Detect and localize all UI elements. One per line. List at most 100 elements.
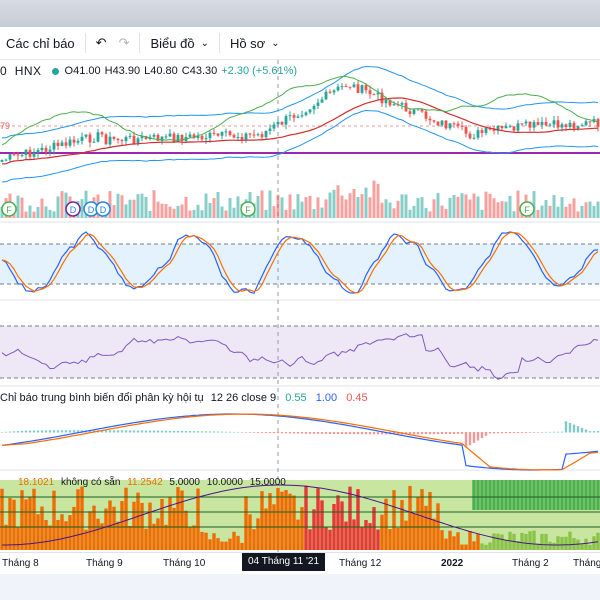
dmi-bar (168, 496, 172, 550)
dmi-bar (516, 541, 520, 550)
candle-body (388, 99, 392, 106)
macd-histogram-bar (348, 432, 352, 435)
macd-histogram-bar (532, 432, 536, 433)
volume-bar (568, 203, 572, 218)
volume-bar (276, 194, 280, 218)
toolbar-divider (218, 33, 220, 53)
macd-histogram-bar (196, 431, 200, 433)
candle-body (24, 149, 28, 156)
dmi-bar (560, 536, 564, 550)
dmi-bar (136, 492, 140, 550)
dmi-bar (532, 530, 536, 550)
volume-bar (468, 199, 472, 218)
volume-bar (188, 210, 192, 218)
macd-histogram-bar (156, 430, 160, 433)
macd-histogram-bar (108, 430, 112, 433)
dmi-background (0, 480, 600, 550)
candle-body (108, 136, 112, 145)
volume-bar (280, 197, 284, 218)
event-badge (1, 201, 17, 217)
candle-body (452, 123, 456, 125)
macd-histogram-bar (144, 430, 148, 433)
candle-body (368, 90, 372, 95)
volume-bar (20, 197, 24, 218)
candle-body (32, 152, 36, 157)
chevron-down-icon: ⌄ (271, 37, 280, 49)
volume-bar (48, 209, 52, 218)
candle-body (436, 121, 440, 126)
macd-histogram-bar (496, 432, 500, 434)
volume-bar (456, 196, 460, 218)
volume-bar (592, 205, 596, 218)
dmi-bar (96, 518, 100, 550)
indicators-button[interactable]: Các chỉ báo (0, 27, 81, 59)
volume-bar (32, 211, 36, 218)
candle-body (292, 115, 296, 118)
volume-bar (388, 202, 392, 218)
candle-body (224, 131, 228, 133)
macd-histogram-bar (60, 430, 64, 433)
macd-histogram-bar (116, 430, 120, 433)
stoch-pane (1, 231, 599, 295)
candle-body (256, 134, 260, 136)
candle-body (76, 140, 80, 143)
macd-name[interactable]: Chỉ báo trung bình biến đổi phân kỳ hội … (0, 392, 204, 404)
dmi-bar (132, 501, 136, 550)
volume-bar (124, 204, 128, 218)
macd-histogram-bar (352, 432, 356, 435)
volume-bar (300, 201, 304, 218)
chart-type-button[interactable]: Biểu đồ ⌄ (144, 27, 214, 59)
dmi-bar (428, 492, 432, 550)
dmi-bar (364, 520, 368, 550)
macd-histogram-bar (516, 432, 520, 433)
volume-bar (440, 205, 444, 218)
macd-histogram-bar (56, 430, 60, 433)
redo-button[interactable]: ↷ (113, 27, 136, 59)
candle-body (220, 131, 224, 136)
macd-histogram-bar (536, 432, 540, 433)
candle-body (160, 136, 164, 141)
dmi-pane (0, 480, 600, 550)
candle-body (428, 118, 432, 121)
volume-bar (224, 210, 228, 218)
dmi-bar (580, 543, 584, 550)
macd-histogram-bar (456, 432, 460, 434)
volume-bar (140, 193, 144, 218)
volume-bar (464, 194, 468, 218)
macd-histogram-bar (12, 431, 16, 433)
candle-body (588, 121, 592, 123)
macd-histogram-bar (216, 431, 220, 433)
event-label: F (524, 205, 530, 215)
macd-histogram-bar (460, 432, 464, 434)
dmi-bar (144, 528, 148, 550)
volume-bar (236, 196, 240, 218)
volume-bar (164, 204, 168, 218)
macd-histogram-bar (0, 432, 4, 433)
moving-average (1, 97, 599, 165)
dmi-bar (276, 487, 280, 550)
volume-bar (148, 211, 152, 218)
low-value: L40.80 (144, 65, 178, 77)
candle-body (424, 111, 428, 119)
dmi-bar (112, 506, 116, 550)
candle-body (288, 115, 292, 117)
volume-bar (344, 199, 348, 218)
dmi-bar (28, 497, 32, 550)
macd-line (1, 413, 599, 471)
macd-histogram-bar (48, 430, 52, 433)
stoch-d-line (1, 231, 599, 294)
dmi-top-bar (524, 480, 528, 510)
exchange-label[interactable]: HNX (14, 64, 42, 78)
dmi-bar (432, 518, 436, 550)
profile-button[interactable]: Hồ sơ ⌄ (224, 27, 286, 59)
dmi-line (2, 484, 599, 546)
dmi-top-bar (556, 480, 560, 510)
macd-histogram-bar (500, 432, 504, 434)
macd-histogram-bar (420, 432, 424, 435)
dmi-bar (444, 538, 448, 550)
dmi-bar (564, 536, 568, 550)
undo-button[interactable]: ↶ (90, 27, 113, 59)
volume-bar (212, 198, 216, 218)
candle-body (548, 124, 552, 126)
